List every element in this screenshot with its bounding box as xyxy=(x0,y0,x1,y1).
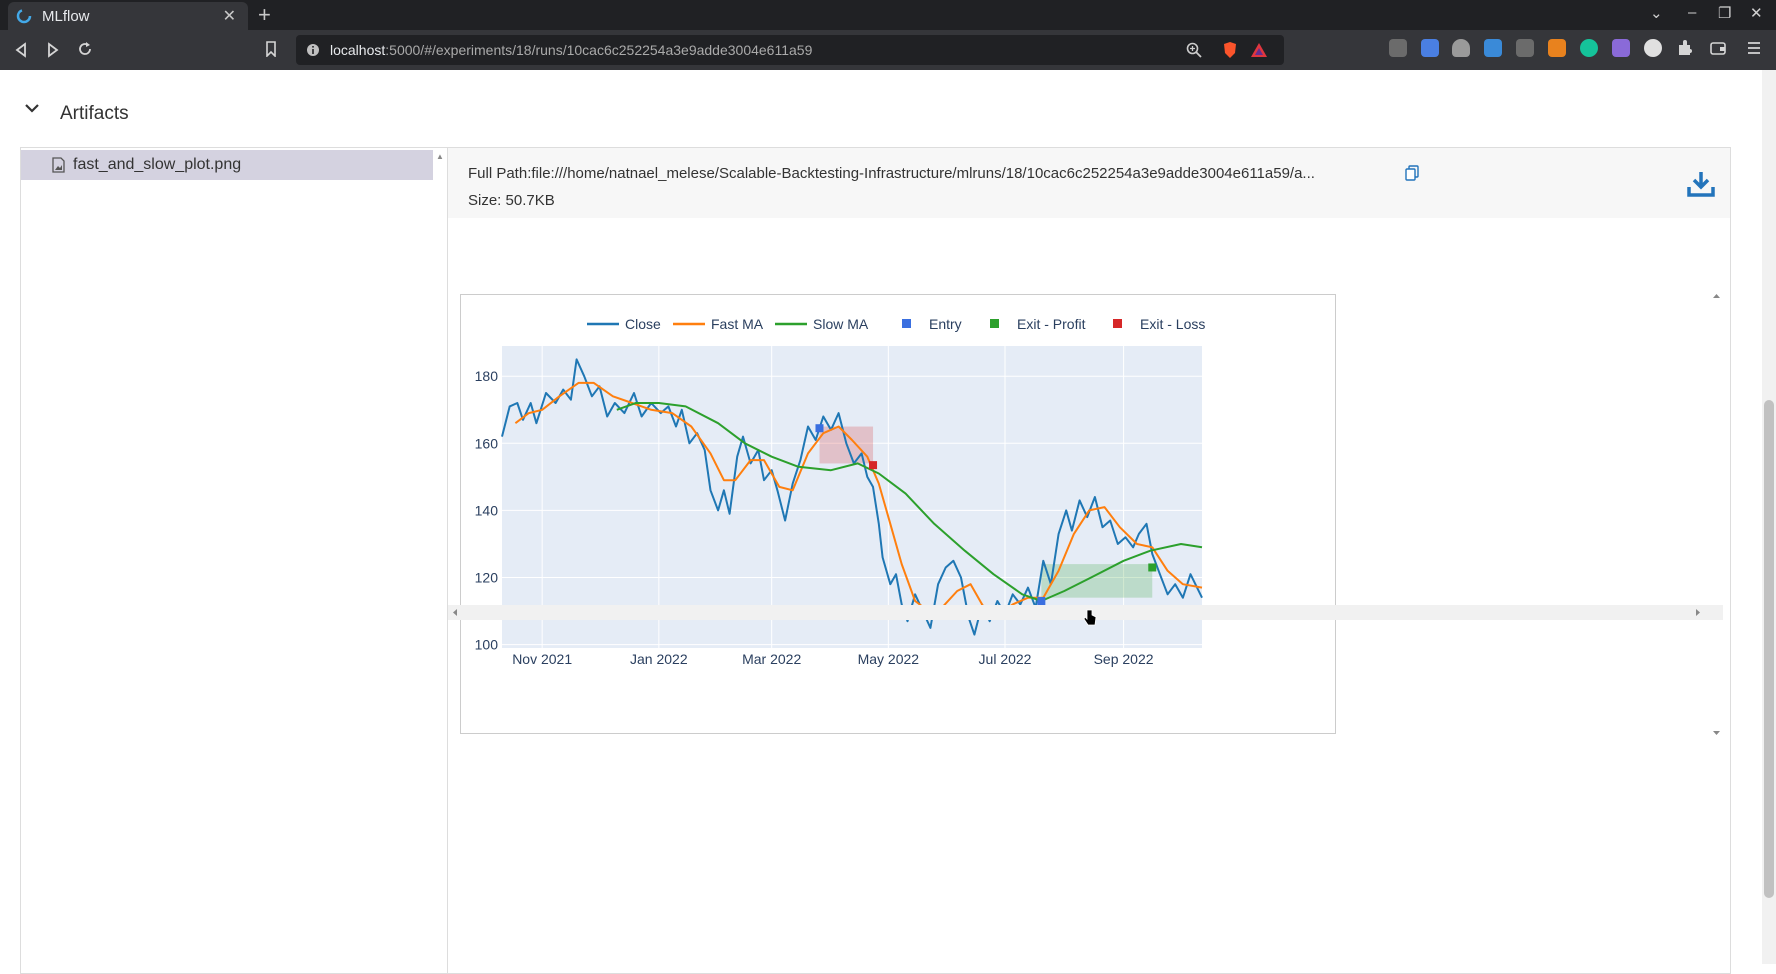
download-icon[interactable] xyxy=(1686,170,1716,198)
legend-label: Entry xyxy=(929,316,962,332)
close-line xyxy=(501,358,1203,636)
page-scrollbar-thumb[interactable] xyxy=(1764,400,1774,898)
menu-icon[interactable] xyxy=(1745,39,1763,57)
grammarly-extension-icon[interactable] xyxy=(1580,39,1598,57)
file-tree-scrollbar[interactable]: ▲ xyxy=(433,148,448,973)
artifact-full-path: Full Path:file:///home/natnael_melese/Sc… xyxy=(468,165,1315,182)
reload-icon[interactable] xyxy=(77,41,93,57)
legend-label: Exit - Profit xyxy=(1017,316,1086,332)
profit-trade-box xyxy=(1041,564,1153,598)
close-tab-icon[interactable]: ✕ xyxy=(222,8,236,25)
url-host: localhost xyxy=(330,42,386,58)
bookmark-icon[interactable] xyxy=(265,41,277,57)
y-tick-label: 120 xyxy=(475,570,499,586)
exit-profit-marker xyxy=(1148,563,1157,572)
code-extension-icon[interactable] xyxy=(1516,39,1534,57)
artifact-file-name: fast_and_slow_plot.png xyxy=(73,156,242,173)
artifact-file-tree: fast_and_slow_plot.png xyxy=(21,148,434,973)
legend-label: Exit - Loss xyxy=(1140,316,1205,332)
legend-label: Slow MA xyxy=(813,316,869,332)
artifact-meta: Full Path:file:///home/natnael_melese/Sc… xyxy=(448,148,1730,218)
chevron-down-icon[interactable] xyxy=(24,100,40,116)
browser-toolbar: localhost:5000/#/experiments/18/runs/10c… xyxy=(0,30,1776,70)
url-path: :5000/#/experiments/18/runs/10cac6c25225… xyxy=(385,42,813,58)
y-tick-label: 140 xyxy=(475,502,499,518)
entry-marker xyxy=(815,424,824,433)
a-extension-icon[interactable] xyxy=(1644,39,1662,57)
slow-ma-line xyxy=(616,402,1203,602)
address-bar[interactable]: localhost:5000/#/experiments/18/runs/10c… xyxy=(296,35,1284,65)
image-preview-frame: 100 120 140 160 180 Nov 2021 Jan 2022 Mar 2022 M… xyxy=(448,291,1723,751)
legend-swatch xyxy=(990,319,999,328)
tab-list-icon[interactable]: ⌄ xyxy=(1650,5,1663,22)
shield-extension-icon[interactable] xyxy=(1452,39,1470,57)
entry-marker xyxy=(1037,597,1046,606)
page-scrollbar[interactable] xyxy=(1762,70,1776,964)
scroll-up-arrow-icon[interactable]: ▲ xyxy=(436,152,444,161)
artifact-preview: Full Path:file:///home/natnael_melese/Sc… xyxy=(448,148,1730,973)
close-window-icon[interactable]: ✕ xyxy=(1750,5,1763,22)
artifacts-section-title[interactable]: Artifacts xyxy=(60,103,129,124)
copy-icon[interactable] xyxy=(1405,165,1419,181)
artifact-size: Size: 50.7KB xyxy=(468,192,555,209)
browser-titlebar: MLflow ✕ + ⌄ – ❐ ✕ xyxy=(0,0,1776,30)
forward-icon[interactable] xyxy=(46,42,60,58)
window-extension-icon[interactable] xyxy=(1484,39,1502,57)
price-chart: 100 120 140 160 180 Nov 2021 Jan 2022 Mar 2022 M… xyxy=(475,316,1206,667)
x-tick-label: May 2022 xyxy=(858,651,920,667)
x-tick-label: Jul 2022 xyxy=(979,651,1032,667)
image-file-icon xyxy=(52,157,65,173)
exit-loss-marker xyxy=(869,461,878,470)
plot-image: 100 120 140 160 180 Nov 2021 Jan 2022 Mar 2022 M… xyxy=(460,294,1336,734)
x-tick-label: Jan 2022 xyxy=(630,651,688,667)
legend-swatch xyxy=(902,319,911,328)
translate-extension-icon[interactable] xyxy=(1421,39,1439,57)
x-tick-label: Sep 2022 xyxy=(1094,651,1154,667)
plot-area xyxy=(502,346,1202,648)
new-tab-button[interactable]: + xyxy=(258,2,271,27)
brave-rewards-icon[interactable] xyxy=(1250,42,1268,58)
preview-vertical-scrollbar[interactable] xyxy=(1710,291,1723,751)
legend-label: Close xyxy=(625,316,661,332)
restore-icon[interactable]: ❐ xyxy=(1718,5,1732,22)
mlflow-favicon-icon xyxy=(16,8,32,24)
legend-swatch xyxy=(1113,319,1122,328)
wallet-icon[interactable] xyxy=(1709,39,1727,57)
extension-icon[interactable] xyxy=(1389,39,1407,57)
metamask-extension-icon[interactable] xyxy=(1548,39,1566,57)
extensions-puzzle-icon[interactable] xyxy=(1676,39,1694,57)
back-icon[interactable] xyxy=(14,42,28,58)
minimize-icon[interactable]: – xyxy=(1688,4,1697,21)
tab-title: MLflow xyxy=(42,7,90,25)
zoom-icon[interactable] xyxy=(1186,42,1202,58)
artifacts-panel: fast_and_slow_plot.png ▲ Full Path:file:… xyxy=(20,147,1731,974)
x-tick-label: Nov 2021 xyxy=(512,651,572,667)
hand-cursor-icon xyxy=(1083,609,1097,626)
legend-label: Fast MA xyxy=(711,316,764,332)
page-content: Artifacts fast_and_slow_plot.png ▲ Full … xyxy=(0,70,1776,974)
brave-shield-icon[interactable] xyxy=(1222,41,1238,59)
artifact-file-item[interactable]: fast_and_slow_plot.png xyxy=(21,150,433,180)
y-tick-label: 160 xyxy=(475,435,499,451)
y-tick-label: 180 xyxy=(475,368,499,384)
url-text[interactable]: localhost:5000/#/experiments/18/runs/10c… xyxy=(330,42,812,58)
x-tick-label: Mar 2022 xyxy=(742,651,801,667)
preview-horizontal-scrollbar[interactable] xyxy=(448,605,1723,620)
browser-tab[interactable]: MLflow ✕ xyxy=(8,2,248,30)
site-info-icon[interactable] xyxy=(306,43,320,57)
purple-extension-icon[interactable] xyxy=(1612,39,1630,57)
y-tick-label: 100 xyxy=(475,637,499,653)
